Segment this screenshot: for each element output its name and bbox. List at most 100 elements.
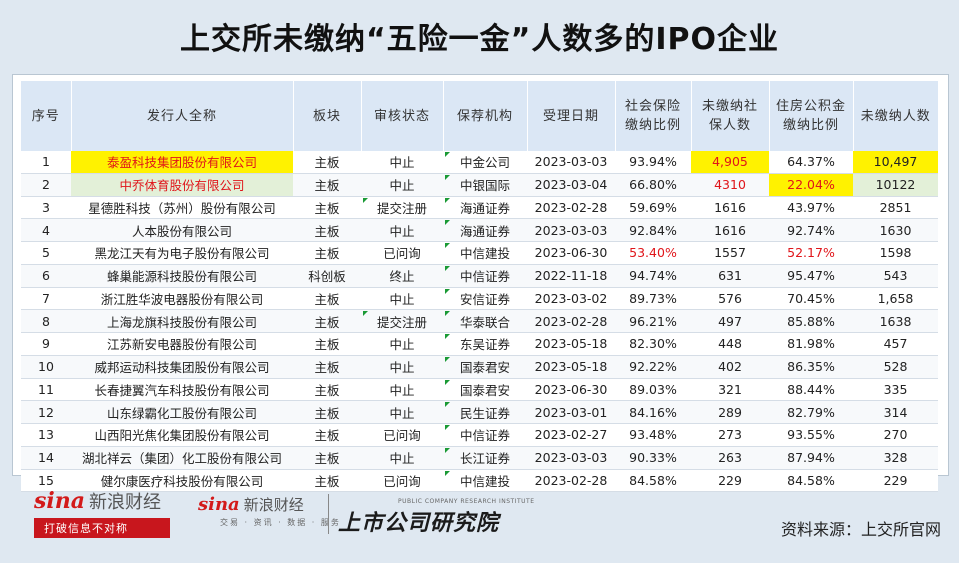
footer: sina 新浪财经 打破信息不对称 sina 新浪财经 交易 · 资讯 · 数据 ·… [0,480,959,563]
table-row: 2 中乔体育股份有限公司 主板 中止 中银国际 2023-03-04 66.80% 4310 2… [21,173,938,197]
table-cell: 53.40% [615,241,691,265]
column-header: 受理日期 [527,81,616,151]
table-cell: 321 [691,378,769,402]
table-cell: 2023-05-18 [527,332,615,356]
table-row: 9 江苏新安电器股份有限公司 主板 中止 东吴证券 2023-05-18 82.30% 448… [21,332,938,356]
table-cell: 15 [21,469,71,493]
table-header-row: 序号 发行人全称 板块 审核状态 保荐机构 受理日期 社会保险 缴纳比例 未缴纳社 保人数 住房… [21,81,938,151]
table-cell: 主板 [293,469,361,493]
table-cell: 中信证券 [443,264,527,288]
table-cell: 2023-06-30 [527,378,615,402]
table-cell: 543 [853,264,938,288]
sina-logo-text: sina [34,488,85,514]
table-cell: 黑龙江天有为电子股份有限公司 [71,241,293,265]
table-cell: 国泰君安 [443,378,527,402]
table-cell: 主板 [293,355,361,379]
table-cell: 中止 [361,378,443,402]
table-cell: 2023-03-03 [527,151,615,174]
table-cell: 95.47% [769,264,853,288]
table-cell: 86.35% [769,355,853,379]
table-cell: 2023-03-03 [527,218,615,242]
column-header: 板块 [293,81,362,151]
table-cell: 威邦运动科技集团股份有限公司 [71,355,293,379]
table-cell: 中止 [361,332,443,356]
table-cell: 82.30% [615,332,691,356]
institute-logo: PUBLIC COMPANY RESEARCH INSTITUTE 上市公司研究… [338,498,534,537]
table-cell: 提交注册 [361,196,443,220]
table-cell: 2022-11-18 [527,264,615,288]
table-row: 3 星德胜科技（苏州）股份有限公司 主板 提交注册 海通证券 2023-02-28 59.6… [21,196,938,220]
table-card: 序号 发行人全称 板块 审核状态 保荐机构 受理日期 社会保险 缴纳比例 未缴纳社 保人数 住房… [12,74,949,493]
table-cell: 2023-05-18 [527,355,615,379]
table-cell: 提交注册 [361,309,443,333]
table-cell: 335 [853,378,938,402]
table-cell: 497 [691,309,769,333]
table-cell: 10122 [853,173,938,197]
table-cell: 主板 [293,332,361,356]
table-cell: 273 [691,423,769,447]
table-cell: 泰盈科技集团股份有限公司 [71,151,293,174]
table-cell: 52.17% [769,241,853,265]
table-cell: 主板 [293,287,361,311]
table-cell: 主板 [293,151,361,174]
table-cell: 中金公司 [443,151,527,174]
table-cell: 94.74% [615,264,691,288]
table-cell: 457 [853,332,938,356]
table-cell: 1638 [853,309,938,333]
table-cell: 92.74% [769,218,853,242]
ipo-table: 序号 发行人全称 板块 审核状态 保荐机构 受理日期 社会保险 缴纳比例 未缴纳社 保人数 住房… [21,81,938,493]
table-cell: 中止 [361,218,443,242]
table-cell: 12 [21,400,71,424]
table-cell: 89.73% [615,287,691,311]
table-cell: 3 [21,196,71,220]
table-cell: 国泰君安 [443,355,527,379]
source-note: 资料来源：上交所官网 [780,520,941,539]
table-cell: 蜂巢能源科技股份有限公司 [71,264,293,288]
column-header: 序号 [21,81,72,151]
table-row: 6 蜂巢能源科技股份有限公司 科创板 终止 中信证券 2022-11-18 94.74% 63… [21,264,938,288]
table-cell: 浙江胜华波电器股份有限公司 [71,287,293,311]
table-cell: 6 [21,264,71,288]
table-cell: 湖北祥云（集团）化工股份有限公司 [71,446,293,470]
table-cell: 长江证券 [443,446,527,470]
table-cell: 70.45% [769,287,853,311]
table-cell: 11 [21,378,71,402]
table-cell: 1598 [853,241,938,265]
table-cell: 主板 [293,378,361,402]
page-title: 上交所未缴纳“五险一金”人数多的IPO企业 [179,22,780,57]
table-cell: 59.69% [615,196,691,220]
table-cell: 314 [853,400,938,424]
sina-slogan: 打破信息不对称 [34,518,170,538]
sina-cn-text: 新浪财经 [89,492,161,513]
table-cell: 中信建投 [443,241,527,265]
table-cell: 华泰联合 [443,309,527,333]
table-cell: 9 [21,332,71,356]
table-cell: 中乔体育股份有限公司 [71,173,293,197]
table-cell: 人本股份有限公司 [71,218,293,242]
table-cell: 中止 [361,173,443,197]
table-cell: 山西阳光焦化集团股份有限公司 [71,423,293,447]
table-cell: 2023-03-02 [527,287,615,311]
table-cell: 星德胜科技（苏州）股份有限公司 [71,196,293,220]
column-header: 住房公积金 缴纳比例 [769,81,854,151]
table-cell: 2023-02-27 [527,423,615,447]
table-cell: 已问询 [361,241,443,265]
table-cell: 东吴证券 [443,332,527,356]
institute-en: PUBLIC COMPANY RESEARCH INSTITUTE [398,498,535,505]
table-cell: 13 [21,423,71,447]
table-cell: 2023-03-01 [527,400,615,424]
table-cell: 96.21% [615,309,691,333]
table-cell: 2023-06-30 [527,241,615,265]
table-cell: 中止 [361,355,443,379]
table-cell: 2023-03-03 [527,446,615,470]
table-cell: 已问询 [361,469,443,493]
column-header: 保荐机构 [443,81,528,151]
table-cell: 89.03% [615,378,691,402]
table-cell: 8 [21,309,71,333]
sina2-logo-text: sina [198,494,240,515]
table-cell: 科创板 [293,264,361,288]
table-cell: 中信证券 [443,423,527,447]
table-cell: 中银国际 [443,173,527,197]
table-cell: 2023-02-28 [527,469,615,493]
table-cell: 1,658 [853,287,938,311]
